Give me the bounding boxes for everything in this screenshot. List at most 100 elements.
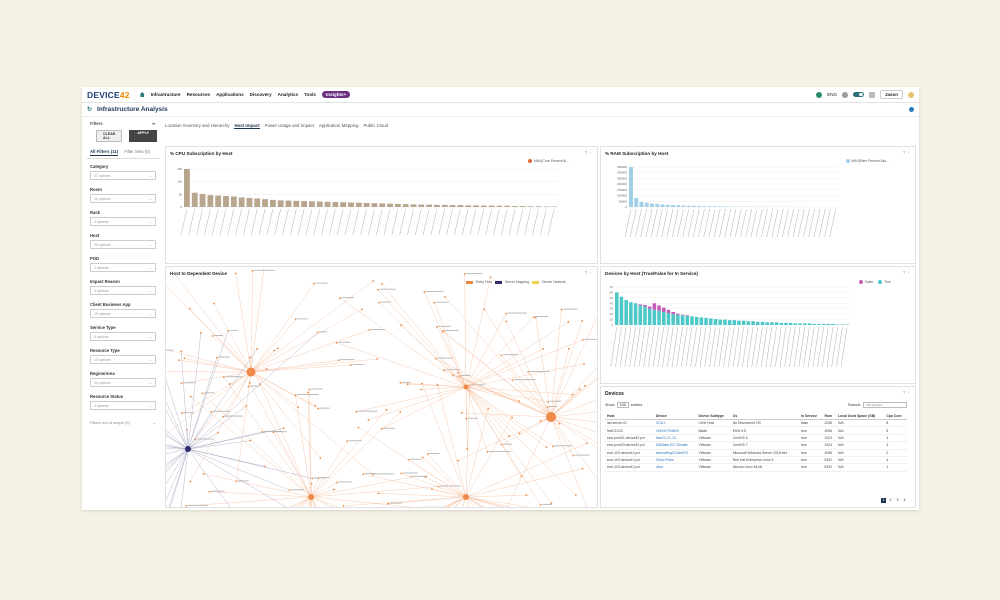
graph-node[interactable] (466, 448, 469, 450)
bar[interactable] (685, 315, 690, 325)
bar[interactable] (774, 322, 779, 325)
graph-node[interactable] (505, 312, 508, 315)
graph-node[interactable] (178, 359, 181, 361)
bar[interactable] (727, 320, 732, 325)
graph-node[interactable] (385, 408, 388, 411)
graph-node[interactable] (511, 416, 513, 419)
bar[interactable] (676, 314, 680, 325)
bar[interactable] (779, 322, 784, 325)
bar[interactable] (324, 201, 331, 207)
graph-node[interactable] (581, 467, 584, 470)
nav-analytics[interactable]: Analytics (277, 92, 299, 97)
graph-node[interactable] (532, 316, 535, 319)
graph-node[interactable] (560, 308, 563, 311)
table-row[interactable]: NetC1C20 LENOVTNNK8 Blade ESXi 6.5 true 4096 N… (605, 426, 907, 435)
bar[interactable] (363, 202, 370, 207)
graph-node[interactable] (581, 319, 583, 322)
graph-node[interactable] (442, 330, 445, 332)
graph-hub-node[interactable] (463, 494, 469, 500)
graph-hub-node[interactable] (308, 494, 314, 500)
graph-node[interactable] (465, 417, 468, 420)
bar[interactable] (639, 201, 644, 207)
bar[interactable] (671, 311, 675, 315)
bar[interactable] (666, 309, 671, 314)
bar[interactable] (254, 198, 261, 207)
page-button[interactable]: 4 (903, 498, 906, 502)
graph-node[interactable] (406, 383, 409, 386)
bar[interactable] (293, 200, 300, 207)
bar[interactable] (652, 309, 657, 325)
panel-menu-icon[interactable]: ? ⋮ (584, 150, 593, 155)
bar[interactable] (434, 204, 440, 207)
graph-node[interactable] (332, 488, 335, 491)
bar[interactable] (615, 292, 619, 325)
bar[interactable] (199, 193, 206, 207)
bar[interactable] (741, 320, 746, 325)
graph-node[interactable] (248, 381, 251, 384)
graph-node[interactable] (245, 404, 248, 407)
graph-node[interactable] (505, 320, 508, 323)
graph-node[interactable] (357, 426, 360, 429)
refresh-icon[interactable]: ↻ (87, 107, 93, 113)
graph-node[interactable] (463, 273, 466, 275)
bar[interactable] (285, 200, 292, 207)
bar[interactable] (633, 303, 638, 325)
graph-node[interactable] (426, 453, 429, 455)
graph-node[interactable] (294, 318, 297, 321)
table-row[interactable]: esxi-103.device42.pvt ubox VMware Ubuntu Li… (605, 463, 907, 472)
graph-node[interactable] (317, 407, 320, 410)
bar[interactable] (713, 206, 717, 207)
settings-icon[interactable] (868, 91, 875, 98)
graph-node[interactable] (183, 357, 186, 360)
clear-all-button[interactable]: CLEAR ALL (96, 130, 123, 142)
bar[interactable] (348, 202, 354, 207)
graph-node[interactable] (546, 400, 549, 403)
nav-resources[interactable]: Resources (186, 92, 211, 97)
bar[interactable] (676, 313, 680, 315)
table-row[interactable]: esxi-prod03.device42.pvt SANlabs-RC Clima… (605, 441, 907, 450)
bar[interactable] (519, 206, 526, 207)
bar[interactable] (704, 317, 708, 325)
nav-infrastructure[interactable]: Infrastructure (150, 92, 181, 97)
bar[interactable] (643, 306, 647, 325)
bar[interactable] (746, 321, 751, 325)
bar[interactable] (644, 202, 649, 207)
bar[interactable] (638, 304, 643, 306)
bar[interactable] (207, 195, 214, 207)
tab-all-filters[interactable]: All Filters (11) (90, 149, 119, 156)
graph-node[interactable] (436, 326, 438, 328)
column-header[interactable]: Cpu Core (884, 413, 907, 420)
bar[interactable] (402, 204, 409, 207)
graph-node[interactable] (234, 272, 237, 275)
bar[interactable] (835, 324, 840, 325)
graph-node[interactable] (399, 411, 402, 413)
bar[interactable] (191, 192, 198, 207)
column-header[interactable]: Local Used Space (GB) (836, 413, 885, 420)
info-icon[interactable] (909, 107, 914, 112)
graph-node[interactable] (489, 276, 492, 279)
graph-node[interactable] (186, 428, 188, 431)
graph-node[interactable] (294, 394, 297, 397)
graph-node[interactable] (342, 504, 345, 507)
graph-node[interactable] (460, 411, 463, 414)
bar[interactable] (652, 303, 657, 310)
graph-node[interactable] (210, 410, 213, 413)
bar[interactable] (449, 205, 456, 207)
graph-node[interactable] (585, 442, 588, 445)
avatar[interactable] (908, 91, 914, 98)
graph-node[interactable] (568, 347, 570, 350)
graph-hub-node[interactable] (546, 412, 556, 422)
column-header[interactable]: Host (605, 413, 654, 420)
graph-node[interactable] (213, 302, 215, 305)
bar[interactable] (671, 314, 675, 325)
nav-tools[interactable]: Tools (304, 92, 316, 97)
graph-node[interactable] (336, 481, 339, 484)
bar[interactable] (473, 205, 479, 207)
bar[interactable] (230, 196, 237, 207)
graph-node[interactable] (202, 472, 205, 475)
page-button[interactable]: 3 (896, 498, 899, 502)
graph-node[interactable] (368, 329, 371, 331)
bar[interactable] (371, 203, 378, 207)
bar[interactable] (699, 317, 704, 325)
bar[interactable] (441, 204, 448, 207)
